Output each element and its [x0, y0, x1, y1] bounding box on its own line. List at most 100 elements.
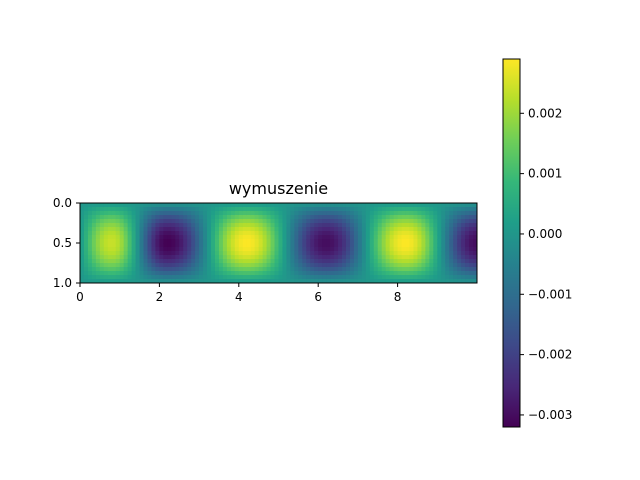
- heatmap-cell: [322, 271, 327, 276]
- heatmap-cell: [127, 223, 133, 228]
- heatmap-cell: [238, 227, 244, 232]
- heatmap-cell: [238, 263, 244, 268]
- heatmap-cell: [230, 267, 236, 272]
- heatmap-cell: [191, 227, 196, 232]
- heatmap-cell: [183, 223, 188, 228]
- heatmap-cell: [207, 243, 212, 248]
- heatmap-cell: [187, 243, 192, 248]
- heatmap-cell: [135, 247, 141, 252]
- heatmap-cell: [139, 215, 145, 220]
- heatmap-cell: [330, 211, 335, 216]
- heatmap-cell: [373, 219, 379, 224]
- heatmap-cell: [191, 275, 196, 280]
- heatmap-cell: [397, 247, 403, 252]
- heatmap-cell: [171, 219, 176, 224]
- heatmap-cell: [401, 239, 407, 244]
- heatmap-cell: [282, 235, 288, 240]
- heatmap-cell: [353, 267, 359, 272]
- heatmap-cell: [282, 223, 288, 228]
- heatmap-cell: [131, 207, 137, 212]
- heatmap-cell: [222, 215, 228, 220]
- heatmap-cell: [326, 263, 331, 268]
- heatmap-cell: [365, 227, 371, 232]
- heatmap-cell: [465, 239, 470, 244]
- heatmap-cell: [278, 267, 284, 272]
- heatmap-cell: [218, 203, 224, 208]
- heatmap-cell: [453, 211, 458, 216]
- heatmap-cell: [290, 223, 295, 228]
- heatmap-cell: [322, 279, 327, 283]
- heatmap-cell: [191, 243, 196, 248]
- heatmap-cell: [425, 267, 430, 272]
- heatmap-cell: [377, 215, 383, 220]
- colorbar-gradient: [503, 59, 520, 427]
- heatmap-cell: [80, 223, 85, 228]
- heatmap-cell: [282, 267, 288, 272]
- heatmap-cell: [425, 231, 430, 236]
- heatmap-cell: [214, 211, 220, 216]
- heatmap-cell: [195, 215, 200, 220]
- heatmap-cell: [401, 251, 407, 256]
- heatmap-cell: [163, 267, 168, 272]
- heatmap-cell: [238, 231, 244, 236]
- heatmap-cell: [111, 247, 117, 252]
- heatmap-cell: [211, 239, 216, 244]
- heatmap-cell: [163, 223, 168, 228]
- heatmap-cell: [83, 211, 89, 216]
- heatmap-cell: [226, 227, 232, 232]
- heatmap-cell: [445, 243, 450, 248]
- heatmap-cell: [453, 243, 458, 248]
- heatmap-cell: [385, 231, 391, 236]
- heatmap-cell: [107, 271, 113, 276]
- heatmap-cell: [163, 235, 168, 240]
- heatmap-cell: [401, 231, 407, 236]
- heatmap-cell: [421, 243, 426, 248]
- heatmap-cell: [385, 259, 391, 264]
- heatmap-cell: [278, 227, 284, 232]
- heatmap-cell: [179, 231, 184, 236]
- heatmap-cell: [234, 255, 240, 260]
- heatmap-cell: [381, 267, 387, 272]
- heatmap-cell: [397, 211, 403, 216]
- heatmap-cell: [365, 235, 371, 240]
- heatmap-cell: [147, 267, 153, 272]
- heatmap-cell: [318, 219, 323, 224]
- heatmap-cell: [433, 267, 438, 272]
- heatmap-cell: [282, 243, 288, 248]
- heatmap-cell: [322, 255, 327, 260]
- heatmap-cell: [151, 275, 157, 280]
- heatmap-cell: [143, 203, 149, 208]
- heatmap-cell: [465, 207, 470, 212]
- heatmap-cell: [278, 263, 284, 268]
- heatmap-cell: [385, 211, 391, 216]
- heatmap-cell: [207, 207, 212, 212]
- heatmap-cell: [425, 223, 430, 228]
- heatmap-cell: [405, 267, 411, 272]
- heatmap-cell: [111, 275, 117, 280]
- heatmap-cell: [405, 207, 411, 212]
- heatmap-cell: [461, 243, 466, 248]
- heatmap-cell: [461, 251, 466, 256]
- heatmap-cell: [274, 267, 280, 272]
- heatmap-cell: [342, 247, 347, 252]
- heatmap-cell: [266, 271, 272, 276]
- heatmap-cell: [381, 207, 387, 212]
- heatmap-cell: [195, 227, 200, 232]
- heatmap-cell: [143, 259, 149, 264]
- heatmap-cell: [183, 219, 188, 224]
- heatmap-cell: [99, 219, 105, 224]
- heatmap-cell: [99, 223, 105, 228]
- heatmap-cell: [389, 215, 395, 220]
- heatmap-cell: [147, 203, 153, 208]
- heatmap-cell: [294, 255, 299, 260]
- heatmap-cell: [469, 251, 474, 256]
- heatmap-cell: [306, 267, 311, 272]
- heatmap-cell: [282, 207, 288, 212]
- heatmap-cell: [405, 235, 411, 240]
- heatmap-cell: [238, 223, 244, 228]
- heatmap-cell: [175, 247, 180, 252]
- heatmap-cell: [437, 263, 442, 268]
- heatmap-cell: [318, 267, 323, 272]
- heatmap-cell: [389, 279, 395, 283]
- heatmap-cell: [266, 263, 272, 268]
